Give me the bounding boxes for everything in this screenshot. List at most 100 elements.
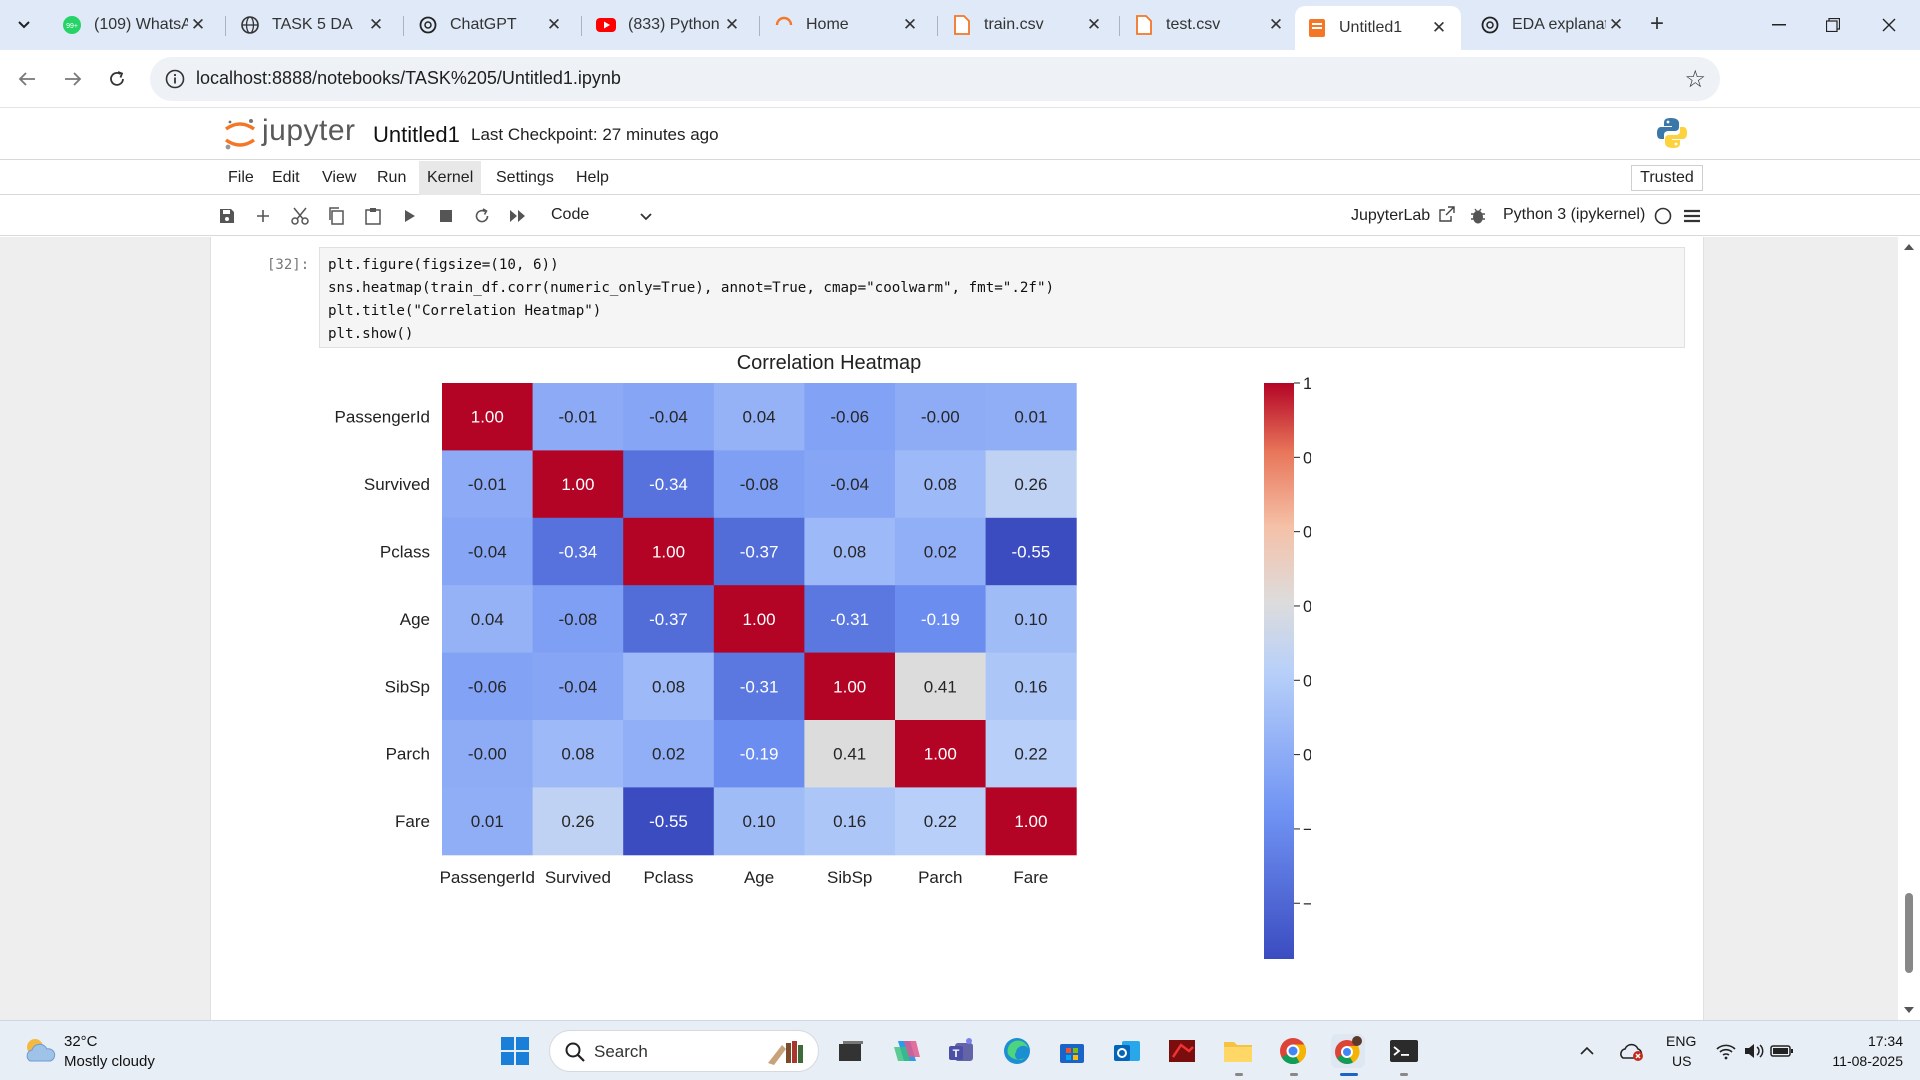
close-icon[interactable]: ✕: [1268, 15, 1284, 34]
jupyterlab-link[interactable]: JupyterLab: [1351, 206, 1455, 225]
close-icon[interactable]: ✕: [190, 15, 206, 34]
close-icon[interactable]: ✕: [902, 15, 918, 34]
edge-button[interactable]: [1000, 1034, 1034, 1068]
kernel-name[interactable]: Python 3 (ipykernel): [1503, 206, 1646, 223]
code-cell-editor[interactable]: plt.figure(figsize=(10, 6)) sns.heatmap(t…: [319, 247, 1685, 348]
close-icon[interactable]: ✕: [1608, 15, 1624, 34]
onedrive-status-button[interactable]: [1616, 1034, 1646, 1068]
whatsapp-icon: 99+: [62, 15, 82, 35]
tab-eda[interactable]: EDA explanat ✕: [1468, 6, 1638, 44]
close-window-button[interactable]: [1866, 10, 1912, 40]
bookmark-star-icon[interactable]: ☆: [1684, 66, 1706, 93]
save-button[interactable]: [215, 204, 239, 228]
chrome-button[interactable]: [1276, 1034, 1310, 1068]
heatmap-cell: [532, 383, 624, 451]
heatmap-cell: [442, 652, 534, 721]
heatmap-cell: [804, 652, 896, 721]
volume-button[interactable]: [1740, 1034, 1768, 1068]
menu-settings[interactable]: Settings: [496, 169, 554, 186]
menu-edit[interactable]: Edit: [272, 169, 300, 186]
close-icon[interactable]: ✕: [724, 15, 740, 34]
insert-cell-button[interactable]: [251, 204, 275, 228]
paste-button[interactable]: [361, 204, 385, 228]
new-tab-button[interactable]: +: [1650, 10, 1665, 37]
task-view-button[interactable]: [834, 1034, 868, 1068]
tab-train-csv[interactable]: train.csv ✕: [940, 6, 1116, 44]
tab-title: TASK 5 DA: [272, 16, 353, 33]
start-button[interactable]: [498, 1034, 532, 1068]
close-icon[interactable]: ✕: [1086, 15, 1102, 34]
forward-button[interactable]: [56, 62, 90, 96]
copy-button[interactable]: [324, 204, 348, 228]
input-language[interactable]: ENG: [1666, 1033, 1697, 1049]
notebook-menu-button[interactable]: [1680, 204, 1704, 228]
arrow-right-icon: [65, 72, 82, 86]
reload-button[interactable]: [100, 62, 134, 96]
restart-run-all-button[interactable]: [506, 204, 530, 228]
input-region[interactable]: US: [1672, 1053, 1692, 1069]
heatmap-cell: [623, 787, 715, 856]
outlook-button[interactable]: [1110, 1034, 1144, 1068]
file-explorer-button[interactable]: [1221, 1034, 1255, 1068]
vertical-scrollbar[interactable]: [1898, 237, 1920, 1020]
cell-type-select[interactable]: Code: [551, 206, 590, 223]
tab-task5[interactable]: TASK 5 DA ✕: [228, 6, 398, 44]
menu-help[interactable]: Help: [576, 169, 609, 186]
close-icon[interactable]: ✕: [546, 15, 562, 34]
media-app-button[interactable]: [1165, 1034, 1199, 1068]
clock-date[interactable]: 11-08-2025: [1832, 1053, 1903, 1069]
restore-button[interactable]: [1810, 10, 1856, 40]
code-line: plt.figure(figsize=(10, 6)): [328, 254, 1676, 277]
copilot-button[interactable]: [890, 1034, 924, 1068]
interrupt-kernel-button[interactable]: [434, 204, 458, 228]
scroll-up-arrow-icon[interactable]: [1904, 244, 1914, 250]
clock-time[interactable]: 17:34: [1867, 1033, 1903, 1049]
tab-home[interactable]: Home ✕: [762, 6, 932, 44]
notebook-title[interactable]: Untitled1: [373, 122, 460, 147]
trusted-indicator[interactable]: Trusted: [1631, 165, 1703, 191]
tab-youtube[interactable]: (833) Python ✕: [584, 6, 754, 44]
terminal-button[interactable]: [1387, 1034, 1421, 1068]
info-icon[interactable]: [164, 68, 186, 90]
tab-test-csv[interactable]: test.csv ✕: [1122, 6, 1298, 44]
x-axis-tick-label: SibSp: [827, 868, 872, 887]
tab-chatgpt[interactable]: ChatGPT ✕: [406, 6, 576, 44]
heatmap-annotation: 0.04: [471, 610, 504, 629]
heatmap-cell: [804, 450, 896, 519]
wifi-button[interactable]: [1712, 1034, 1740, 1068]
heatmap-cell: [985, 450, 1077, 519]
battery-button[interactable]: [1768, 1034, 1796, 1068]
debugger-button[interactable]: [1466, 204, 1490, 228]
taskbar-search[interactable]: Search: [549, 1030, 819, 1072]
url-text[interactable]: localhost:8888/notebooks/TASK%205/Untitl…: [196, 68, 621, 88]
cloud-weather-icon[interactable]: [22, 1035, 56, 1065]
microsoft-store-button[interactable]: [1055, 1034, 1089, 1068]
chevron-down-icon[interactable]: [638, 206, 654, 226]
chart-title: Correlation Heatmap: [737, 354, 922, 374]
teams-button[interactable]: T: [945, 1034, 979, 1068]
minimize-button[interactable]: [1756, 10, 1802, 40]
address-bar[interactable]: localhost:8888/notebooks/TASK%205/Untitl…: [150, 57, 1720, 101]
back-button[interactable]: [10, 62, 44, 96]
run-cell-button[interactable]: [398, 204, 422, 228]
heatmap-cell: [713, 787, 805, 856]
scrollbar-thumb[interactable]: [1905, 893, 1913, 973]
wifi-icon: [1716, 1044, 1736, 1060]
menu-kernel[interactable]: Kernel: [419, 161, 482, 195]
close-icon[interactable]: ✕: [368, 15, 384, 34]
restart-kernel-button[interactable]: [470, 204, 494, 228]
chrome-profile-button[interactable]: [1331, 1034, 1365, 1068]
show-hidden-icons-button[interactable]: [1574, 1034, 1600, 1068]
colorbar-tick-label: 0.0: [1303, 746, 1311, 765]
close-icon[interactable]: ✕: [1431, 18, 1447, 37]
tab-whatsapp[interactable]: 99+ (109) WhatsA ✕: [50, 6, 220, 44]
menu-file[interactable]: File: [228, 169, 254, 186]
scroll-down-arrow-icon[interactable]: [1904, 1007, 1914, 1013]
menu-run[interactable]: Run: [377, 169, 407, 186]
tab-search-button[interactable]: [8, 9, 40, 41]
cut-button[interactable]: [288, 204, 312, 228]
tab-untitled1[interactable]: Untitled1 ✕: [1295, 6, 1461, 50]
menu-view[interactable]: View: [322, 169, 357, 186]
jupyter-logo-icon[interactable]: [222, 116, 258, 152]
heatmap-annotation: -0.34: [649, 475, 688, 494]
